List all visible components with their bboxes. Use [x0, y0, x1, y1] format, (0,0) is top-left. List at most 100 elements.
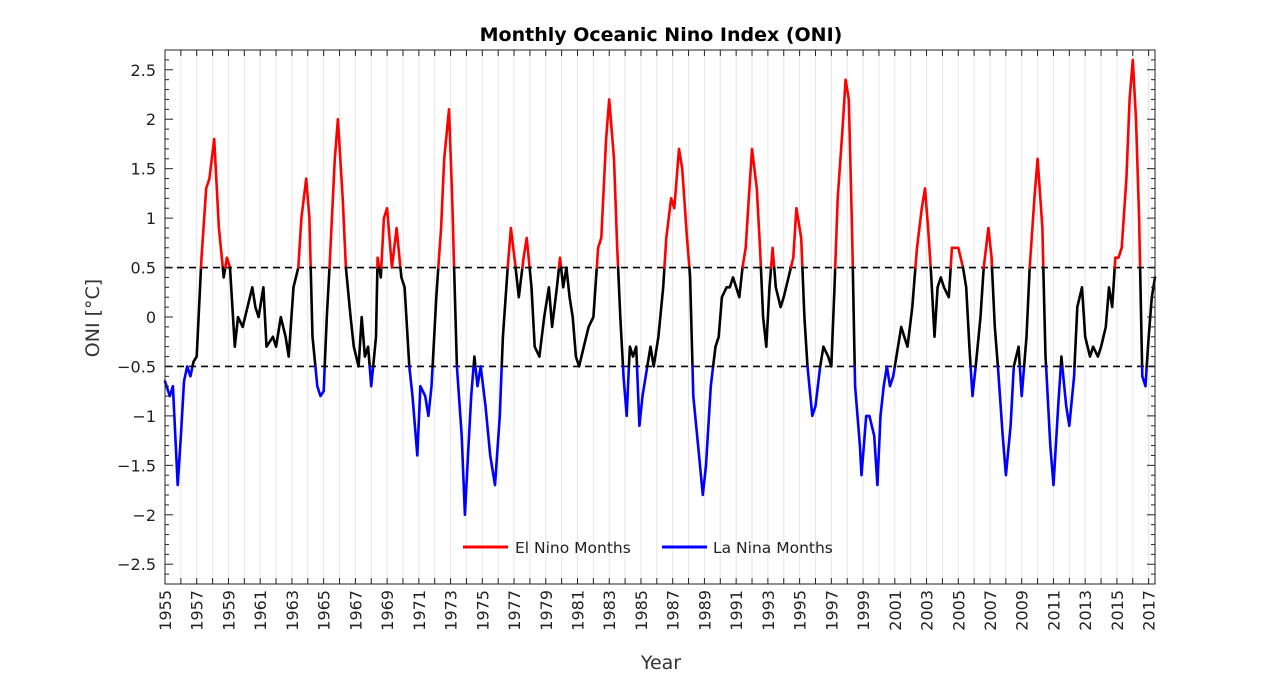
- x-tick-label: 2013: [1076, 590, 1095, 631]
- neutral-segment: [711, 266, 744, 368]
- el-nino-segment: [224, 256, 232, 269]
- el-nino-segment: [663, 147, 691, 269]
- neutral-segment: [1012, 345, 1022, 368]
- neutral-segment: [851, 266, 856, 368]
- neutral-segment: [974, 266, 985, 368]
- neutral-segment: [1059, 355, 1064, 368]
- el-nino-segment: [521, 236, 531, 269]
- y-tick-label: 0: [146, 308, 156, 327]
- la-nina-segment: [969, 365, 977, 398]
- neutral-segment: [772, 266, 793, 309]
- el-nino-segment: [199, 137, 225, 269]
- x-tick-label: 1983: [600, 590, 619, 631]
- la-nina-segment: [1061, 365, 1076, 428]
- neutral-segment: [1022, 266, 1031, 368]
- y-tick-label: −1: [132, 407, 156, 426]
- el-nino-segment: [1028, 157, 1045, 269]
- el-nino-segment: [833, 78, 855, 269]
- oni-series: [163, 58, 1157, 517]
- x-tick-label: 2017: [1140, 590, 1159, 631]
- legend: El Nino Months La Nina Months: [463, 539, 833, 557]
- la-nina-segment: [996, 365, 1016, 477]
- neutral-segment: [472, 355, 477, 368]
- x-tick-label: 1961: [251, 590, 270, 631]
- x-tick-label: 1997: [822, 590, 841, 631]
- el-nino-segment: [506, 226, 517, 269]
- x-tick-label: 1979: [537, 590, 556, 631]
- neutral-segment: [371, 266, 379, 368]
- x-tick-label: 1967: [346, 590, 365, 631]
- x-tick-label: 1955: [156, 590, 175, 631]
- el-nino-segment: [328, 117, 348, 269]
- x-tick-label: 1985: [632, 590, 651, 631]
- neutral-segment: [399, 266, 411, 368]
- neutral-segment: [990, 266, 1000, 368]
- x-tick-label: 2003: [918, 590, 937, 631]
- neutral-segment: [818, 266, 837, 368]
- y-tick-label: 0.5: [131, 259, 156, 278]
- el-nino-segment: [914, 187, 932, 269]
- la-nina-segment: [455, 365, 475, 517]
- y-tick-label: −1.5: [117, 456, 156, 475]
- x-axis-label: Year: [640, 652, 681, 674]
- el-nino-segment: [376, 256, 381, 269]
- la-nina-segment: [474, 365, 503, 487]
- x-tick-label: 1971: [410, 590, 429, 631]
- x-tick-label: 1957: [188, 590, 207, 631]
- neutral-segment: [801, 266, 809, 368]
- neutral-segment: [1073, 266, 1116, 368]
- y-tick-label: −2: [132, 506, 156, 525]
- neutral-segment: [627, 345, 639, 368]
- x-tick-label: 1969: [378, 590, 397, 631]
- neutral-segment: [961, 266, 972, 368]
- x-tick-label: 1973: [442, 590, 461, 631]
- x-tick-label: 2009: [1013, 590, 1032, 631]
- y-tick-label: −2.5: [117, 555, 156, 574]
- el-nino-segment: [982, 226, 994, 269]
- neutral-segment: [1042, 266, 1048, 368]
- neutral-segment: [344, 266, 371, 368]
- la-nina-segment: [621, 365, 631, 418]
- neutral-segment: [323, 266, 331, 368]
- la-nina-segment: [1044, 365, 1063, 487]
- legend-el-nino-label: El Nino Months: [515, 539, 631, 557]
- la-nina-segment: [314, 365, 326, 398]
- neutral-segment: [929, 266, 952, 339]
- el-nino-segment: [297, 177, 312, 269]
- x-tick-labels: 1955 1957 1959 1961 1963 1965 1967 1969 1971 1973…: [156, 590, 1159, 631]
- x-tick-label: 2011: [1044, 590, 1063, 631]
- neutral-segment: [431, 266, 440, 368]
- x-tick-label: 1993: [759, 590, 778, 631]
- x-tick-label: 1999: [854, 590, 873, 631]
- la-nina-segment: [691, 365, 715, 497]
- neutral-segment: [688, 266, 694, 368]
- el-nino-segment: [437, 108, 456, 269]
- y-tick-label: 1.5: [131, 160, 156, 179]
- neutral-segment: [452, 266, 459, 368]
- neutral-segment: [377, 266, 383, 279]
- el-nino-segment: [741, 147, 763, 269]
- y-tick-labels: −2.5 −2 −1.5 −1 −0.5 0 0.5 1 1.5 2 2.5: [117, 61, 156, 574]
- la-nina-segment: [1140, 365, 1148, 388]
- legend-la-nina-label: La Nina Months: [713, 539, 833, 557]
- la-nina-segment: [163, 365, 194, 487]
- el-nino-segment: [557, 256, 563, 269]
- y-tick-label: 2: [146, 110, 156, 129]
- x-tick-label: 1995: [791, 590, 810, 631]
- neutral-segment: [228, 266, 300, 358]
- neutral-segment: [893, 266, 917, 368]
- el-nino-segment: [595, 98, 620, 269]
- neutral-segment: [221, 266, 227, 279]
- x-tick-label: 2005: [949, 590, 968, 631]
- threshold-lines: [165, 266, 1155, 368]
- x-tick-label: 2007: [981, 590, 1000, 631]
- neutral-segment: [514, 266, 524, 299]
- neutral-segment: [528, 266, 561, 358]
- el-nino-segment: [789, 206, 804, 269]
- la-nina-segment: [853, 365, 897, 487]
- x-tick-label: 2015: [1108, 590, 1127, 631]
- x-tick-label: 1977: [505, 590, 524, 631]
- la-nina-segment: [806, 365, 822, 418]
